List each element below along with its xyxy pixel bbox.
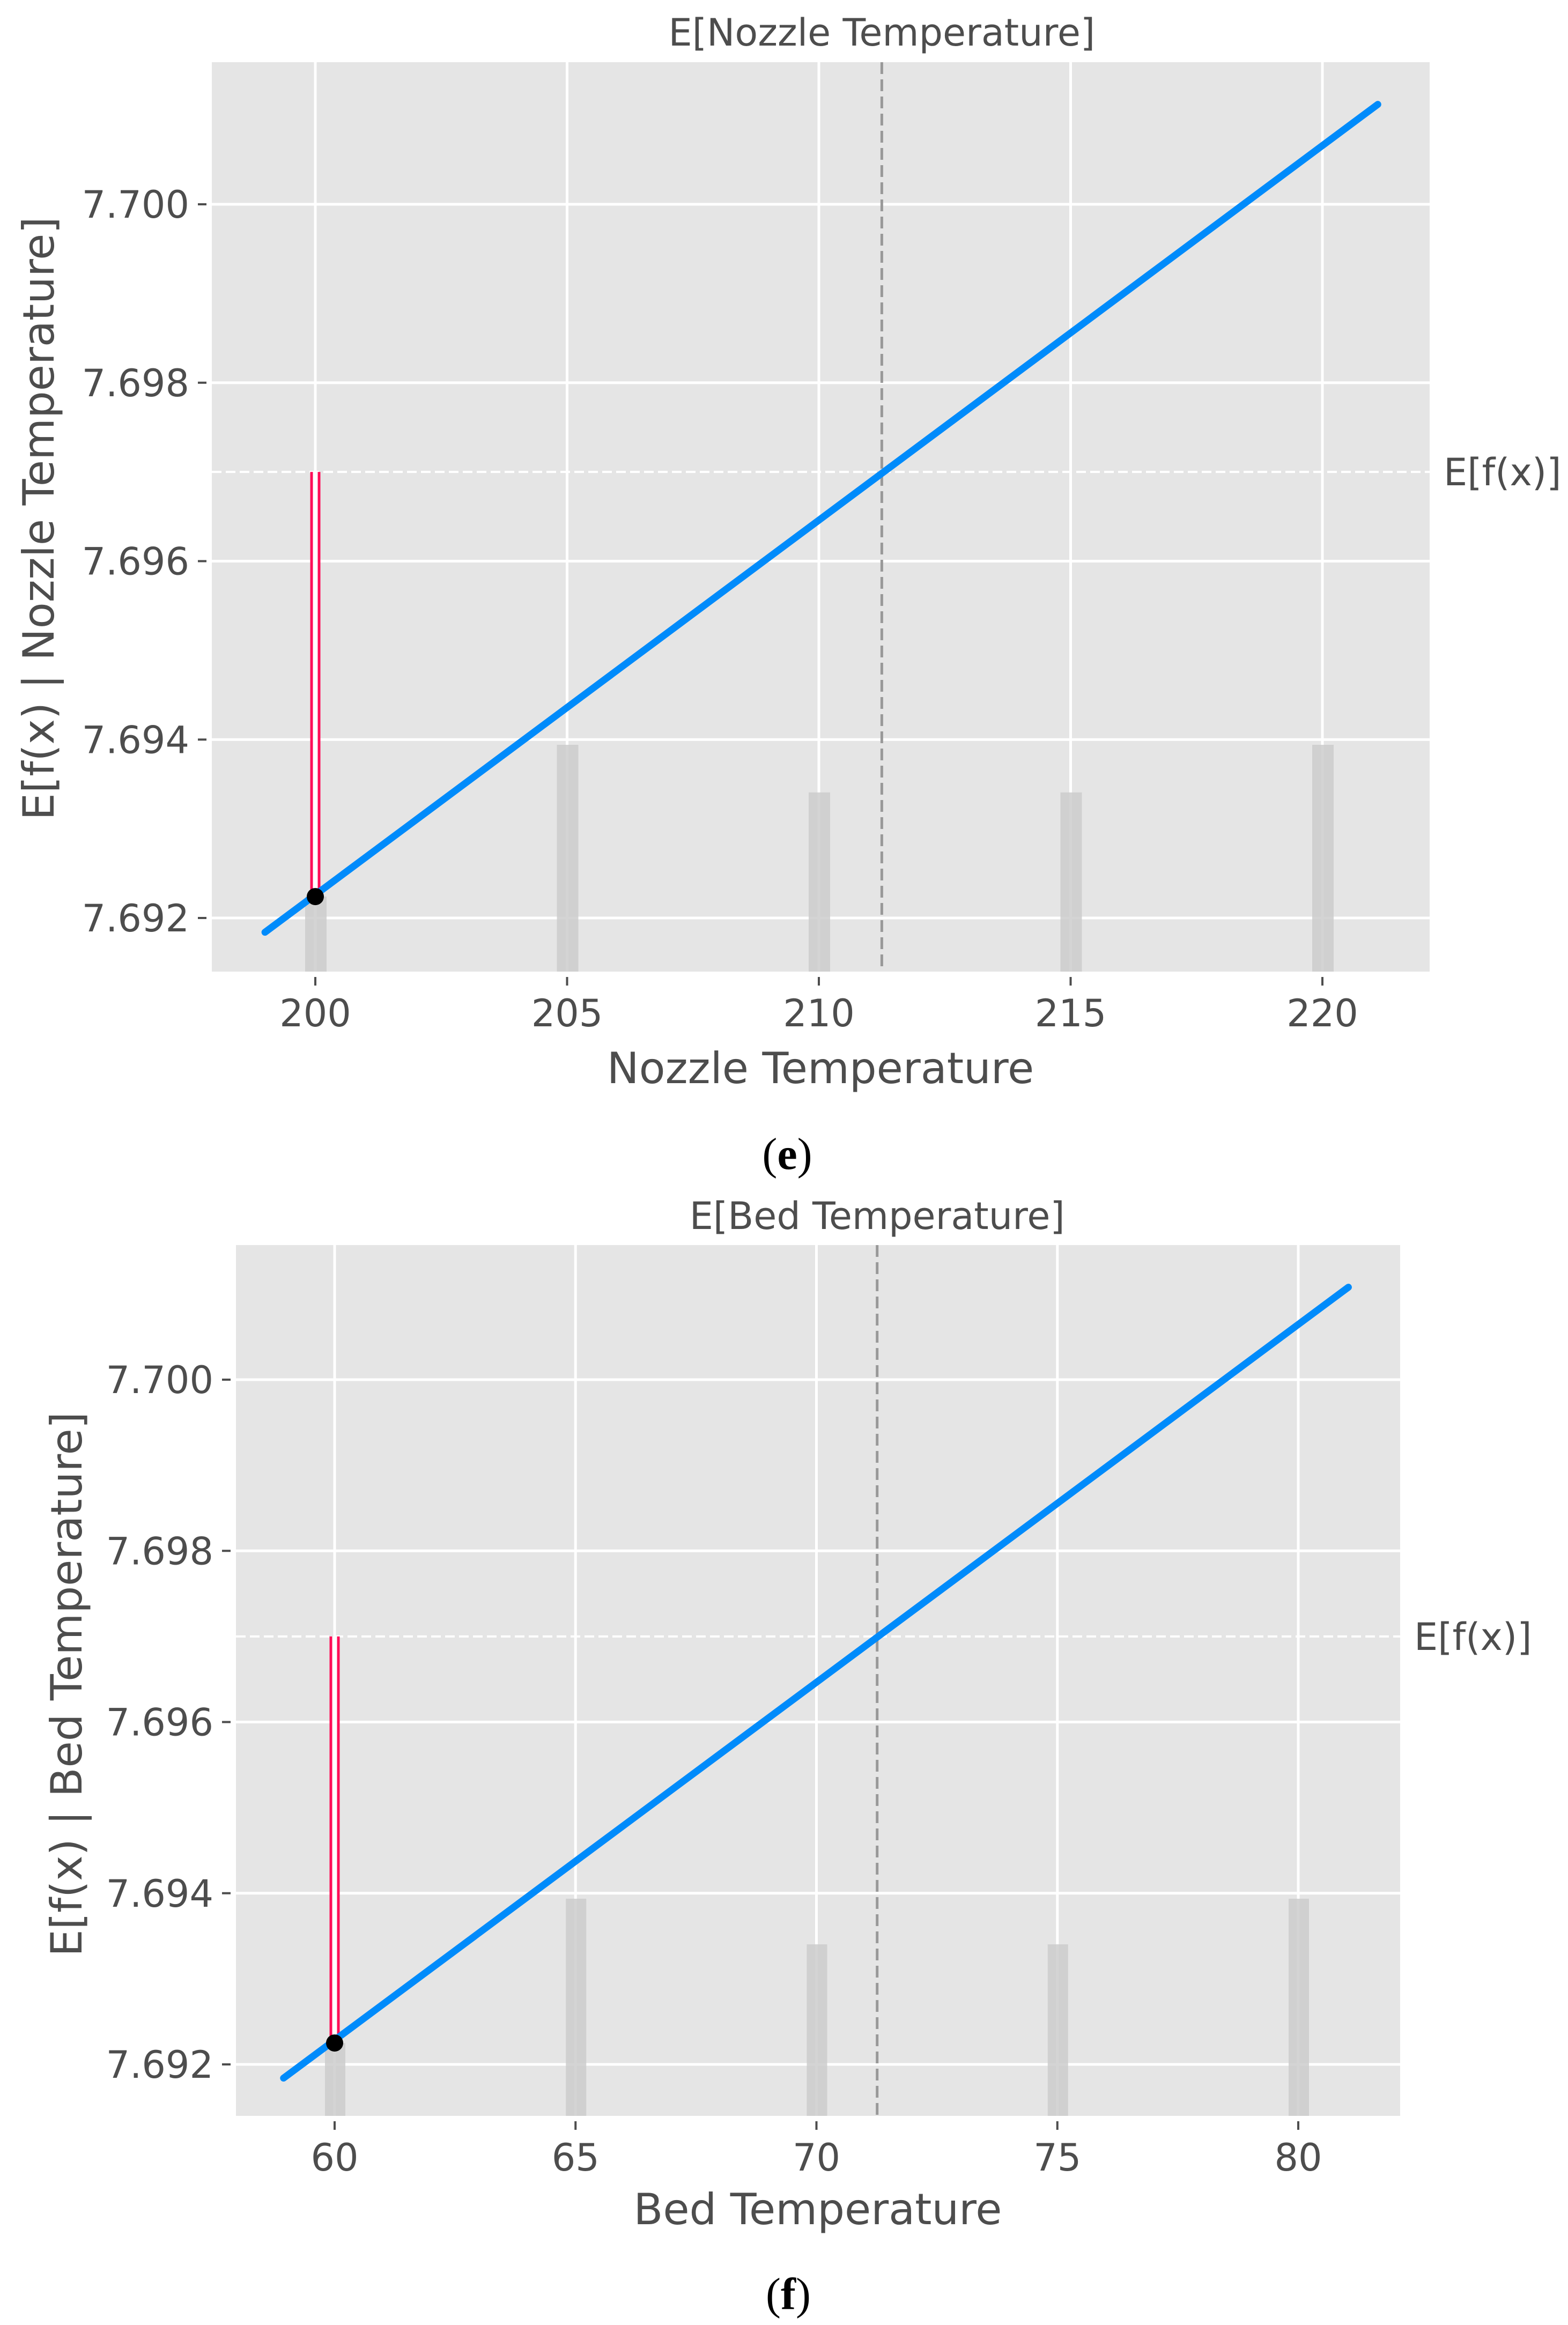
y-ticks: 7.692 7.694 7.696 7.698 7.700: [82, 183, 206, 941]
expected-value-label: E[f(x)]: [1444, 450, 1562, 494]
x-ticks: 200 205 210 215 220: [279, 977, 1358, 1035]
histogram-bar: [1289, 1899, 1309, 2116]
y-tick-label: 7.692: [106, 2043, 213, 2087]
histogram-bar: [1312, 745, 1334, 972]
y-tick-label: 7.694: [106, 1872, 213, 1916]
histogram-bar: [557, 745, 579, 972]
y-tick-label: 7.696: [106, 1701, 213, 1745]
expected-value-label: E[f(x)]: [1414, 1615, 1532, 1659]
x-axis-label: Bed Temperature: [633, 2185, 1002, 2234]
shap-bar: [310, 472, 321, 897]
x-tick-label: 220: [1286, 991, 1358, 1035]
x-tick-label: 200: [279, 991, 351, 1035]
y-ticks: 7.692 7.694 7.696 7.698 7.700: [106, 1358, 231, 2087]
y-tick-label: 7.692: [82, 897, 189, 941]
panel-f: 60 65 70 75 80 7.692 7.694 7.696 7.698 7.700 E[B…: [42, 1194, 1532, 2319]
caption-letter: e: [777, 1129, 797, 1179]
x-tick-label: 205: [531, 991, 603, 1035]
caption-open-paren: (: [766, 2269, 781, 2319]
x-tick-label: 75: [1033, 2136, 1081, 2180]
y-tick-label: 7.700: [106, 1358, 213, 1402]
chart-title: E[Nozzle Temperature]: [669, 11, 1096, 55]
histogram-bar: [809, 792, 830, 972]
x-tick-label: 60: [310, 2136, 358, 2180]
x-tick-label: 80: [1274, 2136, 1322, 2180]
partial-dependence-line: [261, 101, 1381, 936]
y-axis-label: E[f(x) | Nozzle Temperature]: [14, 217, 64, 820]
shap-bar: [329, 1636, 340, 2043]
y-tick-label: 7.698: [106, 1529, 213, 1573]
histogram-bar: [305, 897, 327, 972]
caption-close-paren: ): [797, 1129, 812, 1179]
y-tick-label: 7.694: [82, 718, 189, 762]
chart-title: E[Bed Temperature]: [690, 1194, 1065, 1238]
y-axis-label: E[f(x) | Bed Temperature]: [42, 1412, 92, 1957]
instance-dot: [307, 888, 324, 906]
x-tick-label: 210: [783, 991, 855, 1035]
histogram-bar: [1047, 1944, 1068, 2116]
y-tick-label: 7.700: [82, 183, 189, 227]
panel-caption-e: (e): [762, 1129, 812, 1179]
instance-dot: [326, 2034, 343, 2052]
histogram-bar: [325, 2043, 345, 2116]
panel-caption-f: (f): [766, 2269, 811, 2319]
x-tick-label: 215: [1035, 991, 1107, 1035]
caption-open-paren: (: [762, 1129, 777, 1179]
x-ticks: 60 65 70 75 80: [310, 2121, 1322, 2180]
x-tick-label: 65: [552, 2136, 600, 2180]
caption-close-paren: ): [796, 2269, 811, 2319]
histogram-bar: [807, 1944, 827, 2116]
y-tick-label: 7.696: [82, 540, 189, 584]
histogram-bar: [1060, 792, 1082, 972]
histogram: [325, 1899, 1309, 2116]
partial-dependence-line: [280, 1284, 1352, 2082]
panel-e: 200 205 210 215 220 7.692 7.694 7.696 7.698 7.70…: [14, 11, 1562, 1179]
x-tick-label: 70: [793, 2136, 840, 2180]
histogram-bar: [566, 1899, 587, 2116]
y-tick-label: 7.698: [82, 361, 189, 405]
histogram: [305, 745, 1334, 972]
caption-letter: f: [781, 2269, 796, 2319]
x-axis-label: Nozzle Temperature: [607, 1043, 1034, 1093]
